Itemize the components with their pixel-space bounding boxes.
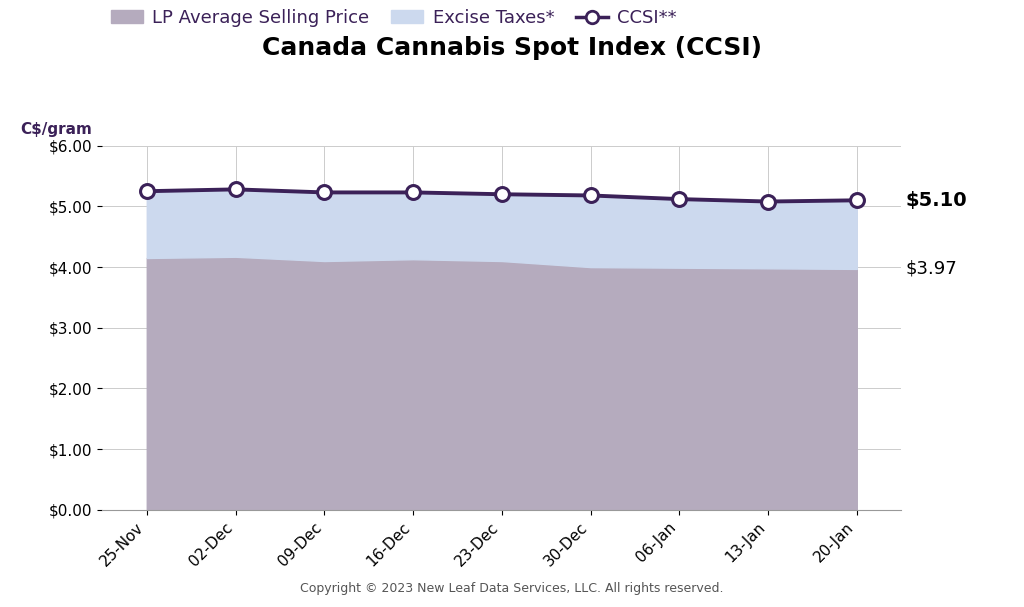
Text: $5.10: $5.10: [905, 191, 968, 210]
Legend: LP Average Selling Price, Excise Taxes*, CCSI**: LP Average Selling Price, Excise Taxes*,…: [103, 2, 684, 34]
Text: Copyright © 2023 New Leaf Data Services, LLC. All rights reserved.: Copyright © 2023 New Leaf Data Services,…: [300, 582, 724, 595]
Text: Canada Cannabis Spot Index (CCSI): Canada Cannabis Spot Index (CCSI): [262, 36, 762, 61]
Text: C$/gram: C$/gram: [20, 121, 92, 137]
Text: $3.97: $3.97: [905, 260, 957, 278]
